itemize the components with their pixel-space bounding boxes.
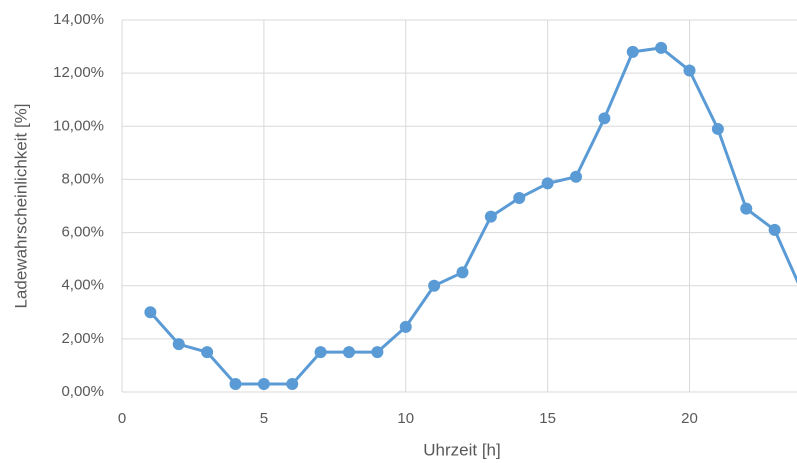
x-tick-label: 10 — [397, 410, 414, 427]
x-axis-label: Uhrzeit [h] — [423, 440, 500, 459]
y-tick-label: 14,00% — [53, 11, 104, 28]
data-point — [711, 122, 724, 135]
data-point — [683, 64, 696, 77]
data-point — [740, 202, 753, 215]
data-point — [428, 279, 441, 292]
data-point — [286, 378, 299, 391]
data-point — [513, 192, 526, 205]
data-point — [371, 346, 384, 359]
y-tick-label: 4,00% — [61, 277, 104, 294]
data-point — [314, 346, 327, 359]
data-point — [541, 177, 554, 190]
data-point — [172, 338, 185, 351]
y-tick-label: 6,00% — [61, 224, 104, 241]
data-point — [570, 170, 582, 183]
x-tick-label: 0 — [118, 410, 126, 427]
y-tick-label: 2,00% — [61, 330, 104, 347]
data-point — [257, 378, 270, 391]
data-line — [149, 46, 797, 386]
data-point — [598, 112, 611, 125]
x-tick-label: 15 — [539, 410, 556, 427]
data-point — [655, 41, 668, 54]
y-tick-label: 0,00% — [61, 383, 104, 400]
x-tick-label: 5 — [260, 410, 268, 427]
x-tick-label: 20 — [681, 410, 698, 427]
data-point — [144, 306, 157, 319]
data-point — [343, 346, 355, 359]
y-tick-label: 8,00% — [61, 170, 104, 187]
y-axis-label: Ladewahrscheinlichkeit [%] — [11, 103, 30, 308]
data-point — [229, 378, 242, 391]
data-point — [201, 346, 214, 359]
data-point — [399, 320, 412, 333]
data-point — [768, 223, 781, 236]
y-tick-label: 10,00% — [53, 117, 104, 134]
data-point — [626, 45, 639, 58]
data-point — [484, 210, 497, 223]
y-tick-label: 12,00% — [53, 64, 104, 81]
data-point — [456, 266, 469, 279]
